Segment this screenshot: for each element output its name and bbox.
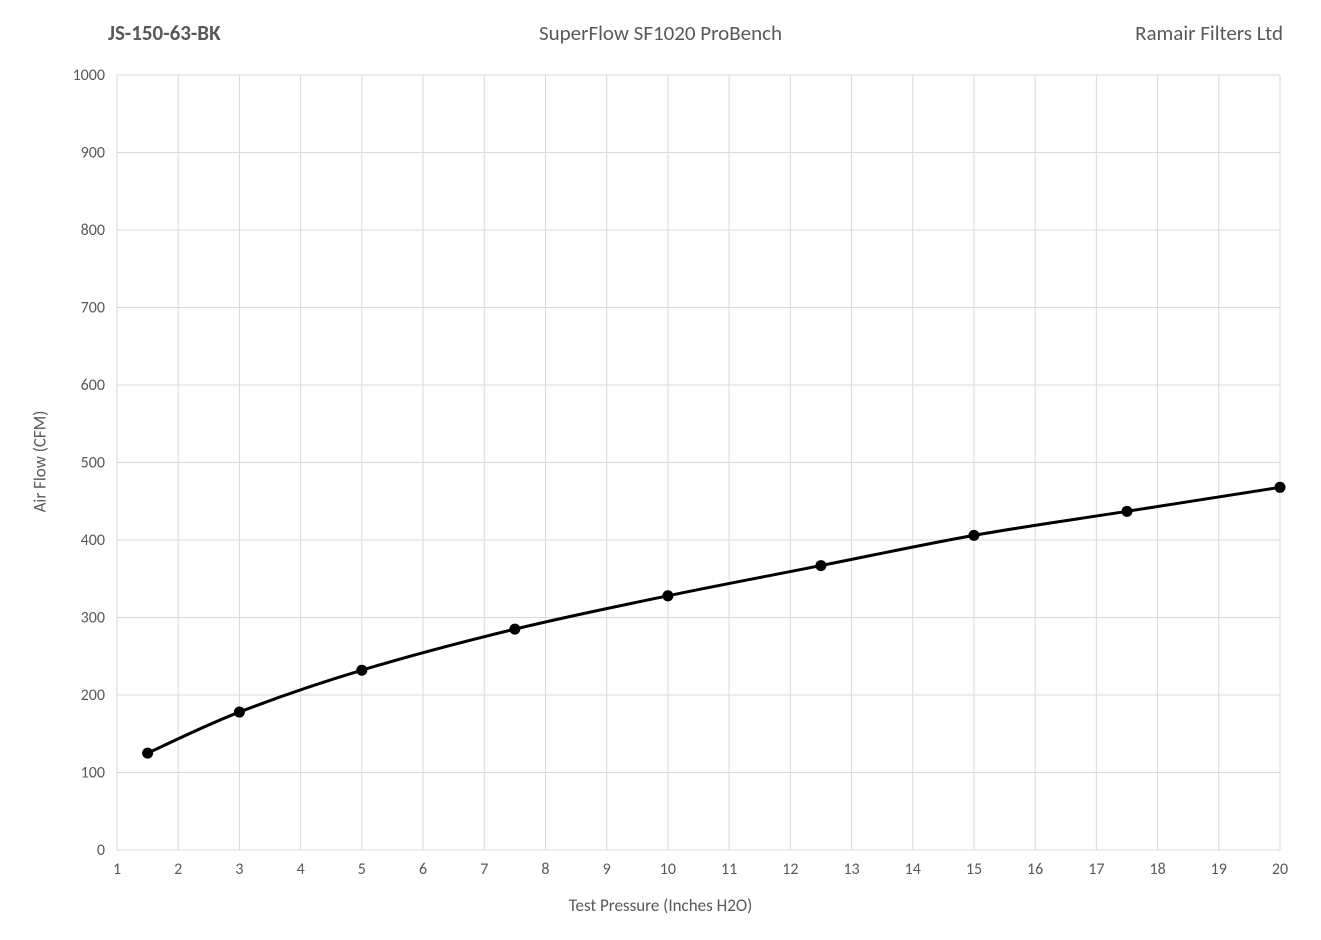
y-tick-label: 0: [97, 841, 105, 860]
y-tick-label: 900: [81, 144, 105, 163]
x-tick-label: 4: [297, 860, 305, 879]
data-marker: [815, 560, 826, 571]
data-marker: [662, 590, 673, 601]
header-right: Ramair Filters Ltd: [1135, 20, 1283, 46]
data-marker: [1121, 506, 1132, 517]
x-tick-label: 20: [1272, 860, 1288, 879]
data-marker: [509, 624, 520, 635]
x-axis-label: Test Pressure (Inches H2O): [0, 895, 1321, 916]
x-tick-label: 1: [113, 860, 121, 879]
x-tick-label: 19: [1211, 860, 1227, 879]
y-tick-label: 200: [81, 686, 105, 705]
x-tick-label: 9: [603, 860, 611, 879]
x-tick-label: 11: [721, 860, 737, 879]
y-tick-label: 700: [81, 299, 105, 318]
x-tick-label: 10: [660, 860, 676, 879]
y-tick-label: 600: [81, 376, 105, 395]
x-tick-label: 16: [1027, 860, 1043, 879]
y-tick-label: 300: [81, 609, 105, 628]
y-tick-label: 800: [81, 221, 105, 240]
flow-chart: 1234567891011121314151617181920010020030…: [0, 0, 1321, 940]
data-marker: [234, 707, 245, 718]
y-tick-label: 1000: [73, 66, 105, 85]
header-center: SuperFlow SF1020 ProBench: [0, 20, 1321, 46]
x-tick-label: 5: [358, 860, 366, 879]
x-tick-label: 6: [419, 860, 427, 879]
data-marker: [968, 530, 979, 541]
y-tick-label: 400: [81, 531, 105, 550]
x-tick-label: 2: [174, 860, 182, 879]
x-tick-label: 15: [966, 860, 982, 879]
y-tick-label: 500: [81, 454, 105, 473]
data-marker: [1275, 482, 1286, 493]
x-tick-label: 13: [843, 860, 859, 879]
x-tick-label: 18: [1149, 860, 1165, 879]
x-tick-label: 3: [235, 860, 243, 879]
y-tick-label: 100: [81, 764, 105, 783]
y-axis-label: Air Flow (CFM): [30, 341, 51, 581]
data-marker: [356, 665, 367, 676]
x-tick-label: 17: [1088, 860, 1104, 879]
x-tick-label: 8: [541, 860, 549, 879]
data-marker: [142, 748, 153, 759]
x-tick-label: 12: [782, 860, 798, 879]
x-tick-label: 14: [905, 860, 921, 879]
x-tick-label: 7: [480, 860, 488, 879]
